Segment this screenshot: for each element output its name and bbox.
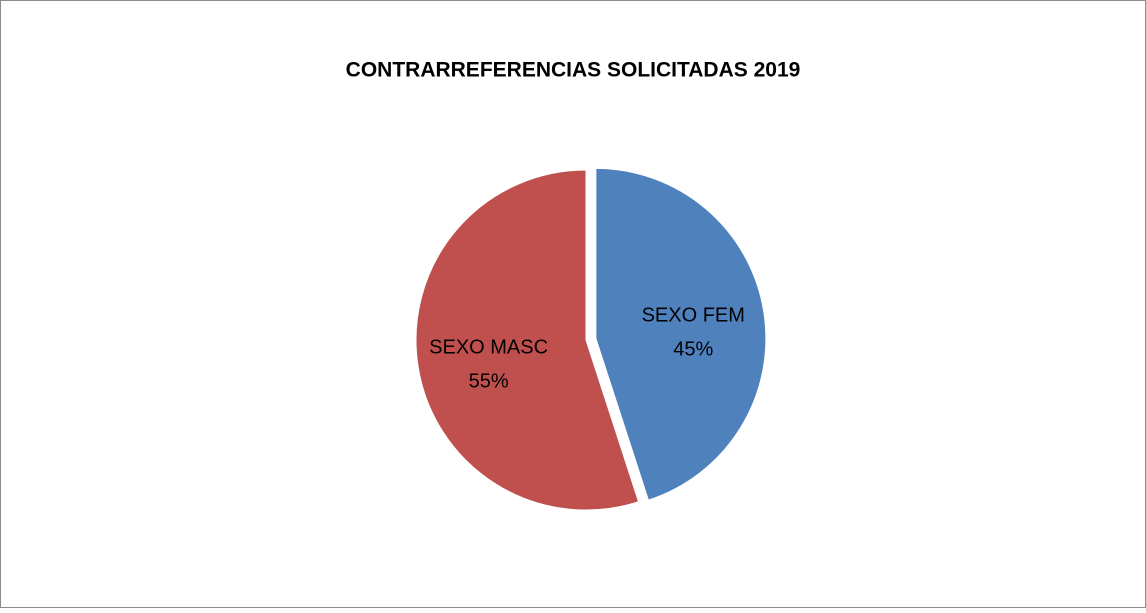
- slice-label: SEXO FEM: [642, 304, 745, 326]
- chart-title: CONTRARREFERENCIAS SOLICITADAS 2019: [346, 59, 801, 82]
- slice-label: SEXO MASC: [429, 337, 548, 359]
- pie-slice: [595, 167, 767, 501]
- slice-value-label: 55%: [469, 371, 509, 393]
- slice-value-label: 45%: [673, 338, 713, 360]
- pie-slice: [415, 169, 640, 511]
